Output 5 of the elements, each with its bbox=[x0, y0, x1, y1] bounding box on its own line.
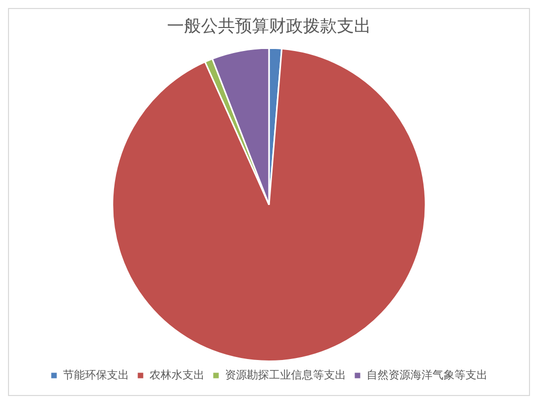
legend-label: 节能环保支出 bbox=[63, 368, 129, 382]
legend-label: 资源勘探工业信息等支出 bbox=[225, 368, 346, 382]
legend-label: 自然资源海洋气象等支出 bbox=[366, 368, 488, 382]
chart-title: 一般公共预算财政拨款支出 bbox=[167, 16, 371, 37]
legend-label: 农林水支出 bbox=[150, 368, 204, 382]
